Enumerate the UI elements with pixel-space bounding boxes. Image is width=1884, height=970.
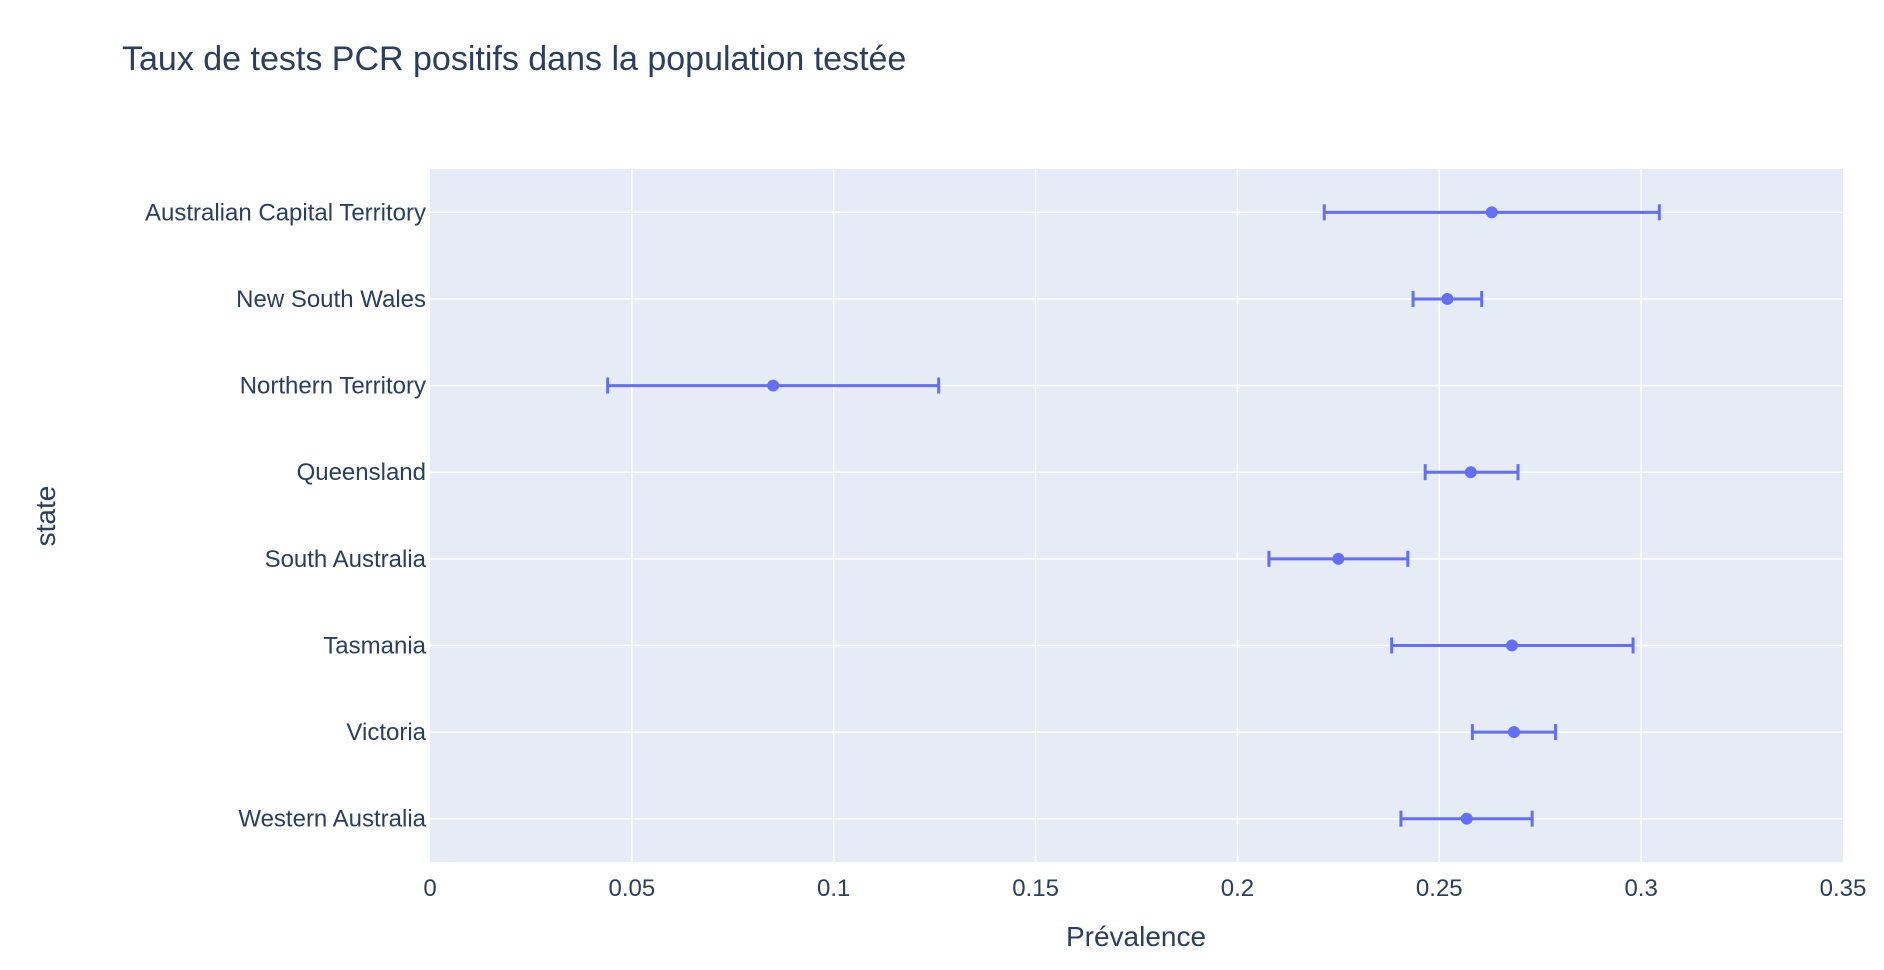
data-point xyxy=(1441,292,1454,305)
x-axis-title: Prévalence xyxy=(1066,921,1206,952)
x-tick-label: 0.05 xyxy=(608,875,655,902)
plot-area xyxy=(430,169,1843,862)
y-tick-label: Tasmania xyxy=(323,632,426,659)
data-marks xyxy=(606,204,1661,827)
error-bar-point xyxy=(1322,204,1661,221)
y-tick-label: Queensland xyxy=(297,459,426,486)
error-bar-point xyxy=(606,377,941,394)
x-tick-label: 0.2 xyxy=(1221,875,1254,902)
error-bar-point xyxy=(1423,464,1520,481)
data-point xyxy=(1460,812,1473,825)
error-bar-point xyxy=(1267,550,1410,567)
data-point xyxy=(1485,206,1498,219)
x-tick-label: 0.15 xyxy=(1012,875,1059,902)
x-tick-label: 0.3 xyxy=(1624,875,1657,902)
x-tick-label: 0.35 xyxy=(1820,875,1867,902)
y-tick-label: South Australia xyxy=(265,546,427,573)
y-tick-label: Western Australia xyxy=(238,806,426,833)
y-axis-title: state xyxy=(30,486,61,547)
grid-lines xyxy=(430,169,1843,862)
chart-title: Taux de tests PCR positifs dans la popul… xyxy=(122,40,906,78)
data-point xyxy=(767,379,780,392)
error-bar-point xyxy=(1411,290,1484,307)
data-point xyxy=(1505,639,1518,652)
data-point xyxy=(1507,726,1520,739)
y-tick-label: New South Wales xyxy=(236,286,426,313)
y-tick-labels: Australian Capital Territory New South Wa… xyxy=(145,199,427,832)
y-tick-label: Australian Capital Territory xyxy=(145,199,426,226)
x-tick-labels: 0 0.05 0.1 0.15 0.2 0.25 0.3 0.35 xyxy=(423,875,1866,902)
y-tick-label: Victoria xyxy=(346,719,426,746)
error-bar-point xyxy=(1390,637,1635,654)
data-point xyxy=(1464,466,1477,479)
x-tick-label: 0.1 xyxy=(817,875,850,902)
x-tick-label: 0.25 xyxy=(1416,875,1463,902)
error-bar-point xyxy=(1470,724,1558,741)
data-point xyxy=(1332,552,1345,565)
x-tick-label: 0 xyxy=(423,875,436,902)
y-tick-label: Northern Territory xyxy=(240,373,426,400)
error-bar-point xyxy=(1399,810,1534,827)
